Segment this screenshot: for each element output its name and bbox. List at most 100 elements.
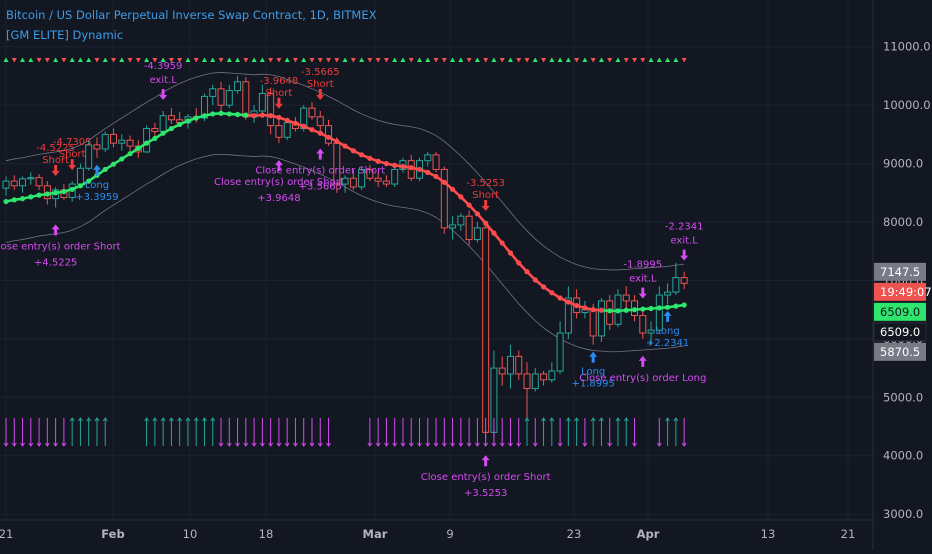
strip-arrow-head <box>160 417 166 422</box>
candle-body[interactable] <box>27 177 35 180</box>
candle-body[interactable] <box>449 224 457 229</box>
candle-body[interactable] <box>143 128 151 153</box>
candle-body[interactable] <box>275 125 283 138</box>
candle-body[interactable] <box>19 178 27 187</box>
candle-body[interactable] <box>325 125 333 144</box>
candle-body[interactable] <box>639 315 647 334</box>
candle-body[interactable] <box>482 227 490 433</box>
candles[interactable] <box>2 75 688 439</box>
strip-arrow-head <box>218 442 224 447</box>
candle-body[interactable] <box>126 139 134 147</box>
long-signal-value: +1.8995 <box>571 379 614 390</box>
exit-signal-value: -1.8995 <box>623 260 662 271</box>
strip-arrow-head <box>615 417 621 422</box>
strip-arrow-head <box>251 442 257 447</box>
candle-body[interactable] <box>225 90 233 106</box>
candle-body[interactable] <box>10 180 18 187</box>
candle-body[interactable] <box>597 300 605 337</box>
y-tick-label: 10000.0 <box>883 98 931 112</box>
candle-body[interactable] <box>515 355 523 375</box>
strip-arrow-head <box>582 442 588 447</box>
candle-body[interactable] <box>531 373 539 390</box>
candle-body[interactable] <box>358 168 366 188</box>
candle-body[interactable] <box>548 370 556 381</box>
candle-body[interactable] <box>366 168 374 179</box>
candle-body[interactable] <box>159 115 167 132</box>
candle-body[interactable] <box>440 168 448 229</box>
trend-triangle <box>375 58 381 63</box>
x-tick-label: Apr <box>637 527 660 541</box>
candle-body[interactable] <box>76 167 84 185</box>
ma-point <box>458 194 464 200</box>
price-label-box <box>874 302 926 321</box>
candle-body[interactable] <box>151 128 159 132</box>
ma-point <box>110 161 117 167</box>
candle-body[interactable] <box>664 291 672 296</box>
candle-body[interactable] <box>242 81 250 118</box>
legend: Bitcoin / US Dollar Perpetual Inverse Sw… <box>6 5 376 45</box>
candle-body[interactable] <box>391 168 399 185</box>
candle-body[interactable] <box>308 107 316 118</box>
candle-body[interactable] <box>267 92 275 127</box>
ma-point <box>383 160 390 167</box>
candle-body[interactable] <box>432 154 440 170</box>
ma-point <box>483 220 489 226</box>
candle-body[interactable] <box>234 81 242 92</box>
candle-body[interactable] <box>465 215 473 241</box>
candle-body[interactable] <box>382 180 390 185</box>
candle-body[interactable] <box>341 177 349 185</box>
candle-body[interactable] <box>424 154 432 162</box>
candle-body[interactable] <box>110 133 118 144</box>
ma-point <box>168 125 174 132</box>
trend-triangle <box>450 57 456 62</box>
candle-body[interactable] <box>622 294 630 302</box>
candle-body[interactable] <box>523 373 531 390</box>
candle-body[interactable] <box>93 144 101 150</box>
candle-body[interactable] <box>349 177 357 188</box>
candle-body[interactable] <box>167 115 175 121</box>
candle-body[interactable] <box>655 294 663 331</box>
candle-body[interactable] <box>2 180 10 189</box>
candle-body[interactable] <box>316 116 324 127</box>
candle-body[interactable] <box>498 367 506 375</box>
candle-body[interactable] <box>101 133 109 150</box>
candle-body[interactable] <box>556 332 564 372</box>
strip-arrow-head <box>516 442 522 447</box>
candle-body[interactable] <box>564 297 572 334</box>
candle-body[interactable] <box>258 92 266 112</box>
candle-body[interactable] <box>506 355 514 375</box>
ma-point <box>243 112 249 118</box>
candle-body[interactable] <box>209 88 217 97</box>
ma-point <box>557 295 563 301</box>
candle-body[interactable] <box>647 329 655 334</box>
candle-body[interactable] <box>35 177 43 187</box>
strip-arrow-head <box>623 417 629 422</box>
price-label-text: 7147.5 <box>880 265 920 279</box>
candle-body[interactable] <box>217 88 225 106</box>
ma-point <box>201 113 208 119</box>
ma-point <box>416 166 423 173</box>
trend-triangle <box>61 58 67 63</box>
strip-arrow-head <box>293 442 298 447</box>
strip-arrow-head <box>53 442 59 447</box>
ma-point <box>631 307 638 313</box>
close-signal-label: Close entry(s) order Long <box>579 373 706 384</box>
trend-triangle <box>102 57 108 62</box>
symbol-title[interactable]: Bitcoin / US Dollar Perpetual Inverse Sw… <box>6 8 377 22</box>
candle-body[interactable] <box>473 227 481 241</box>
ma-point <box>160 130 166 136</box>
trend-triangle <box>549 57 555 62</box>
candle-body[interactable] <box>680 277 688 284</box>
trend-triangle <box>507 57 513 62</box>
candle-body[interactable] <box>457 215 465 226</box>
candle-body[interactable] <box>118 139 126 144</box>
candle-body[interactable] <box>540 373 548 381</box>
candle-body[interactable] <box>589 309 597 337</box>
candle-body[interactable] <box>672 277 680 293</box>
candle-body[interactable] <box>283 122 291 138</box>
candle-body[interactable] <box>85 144 93 169</box>
candle-body[interactable] <box>374 177 382 182</box>
indicator-title[interactable]: [GM ELITE] Dynamic <box>6 28 124 42</box>
